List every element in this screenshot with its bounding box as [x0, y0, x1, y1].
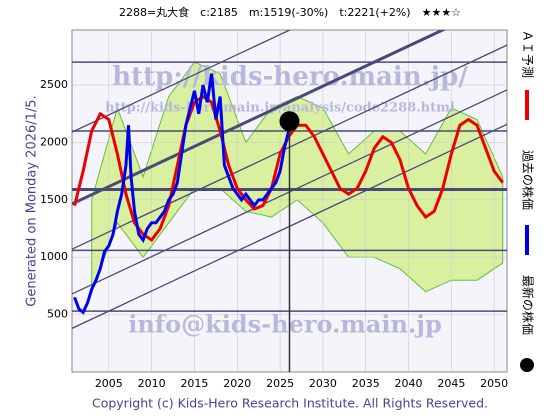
- y-tick-label: 500: [47, 308, 68, 321]
- trend-line: [72, 30, 447, 206]
- x-tick-label: 2020: [223, 377, 251, 390]
- legend-label: 過去の株価: [521, 150, 536, 210]
- plot-layer: http://kids-hero.main.jp/http://kids-her…: [72, 30, 507, 372]
- y-tick-label: 1500: [40, 193, 68, 206]
- x-tick-label: 2015: [180, 377, 208, 390]
- watermark: info@kids-hero.main.jp: [128, 310, 442, 339]
- y-tick-label: 2500: [40, 78, 68, 91]
- x-tick-label: 2045: [437, 377, 465, 390]
- x-tick-label: 2010: [138, 377, 166, 390]
- watermark: http://kids-hero.main.jp/analysis/code22…: [105, 101, 455, 116]
- trend-line: [72, 30, 292, 133]
- series-line: [73, 73, 291, 315]
- x-tick-label: 2005: [95, 377, 123, 390]
- x-tick-label: 2050: [480, 377, 508, 390]
- legend-label: ＡＩ予測: [521, 30, 535, 78]
- y-tick-label: 2000: [40, 135, 68, 148]
- watermark: http://kids-hero.main.jp/: [112, 62, 468, 92]
- y-tick-label: 1000: [40, 250, 68, 263]
- x-tick-label: 2035: [352, 377, 380, 390]
- legend-label: 最新の株価: [521, 275, 536, 335]
- x-tick-label: 2030: [309, 377, 337, 390]
- x-tick-label: 2040: [395, 377, 423, 390]
- chart-title: 2288=丸大食 c:2185 m:1519(-30%) t:2221(+2%)…: [119, 5, 461, 19]
- footer: Copyright (c) Kids-Hero Research Institu…: [92, 396, 488, 411]
- x-tick-label: 2025: [266, 377, 294, 390]
- legend-swatch: [520, 358, 534, 372]
- latest-price: [279, 111, 300, 132]
- side-label: Generated on Monday 2026/1/5.: [25, 95, 40, 306]
